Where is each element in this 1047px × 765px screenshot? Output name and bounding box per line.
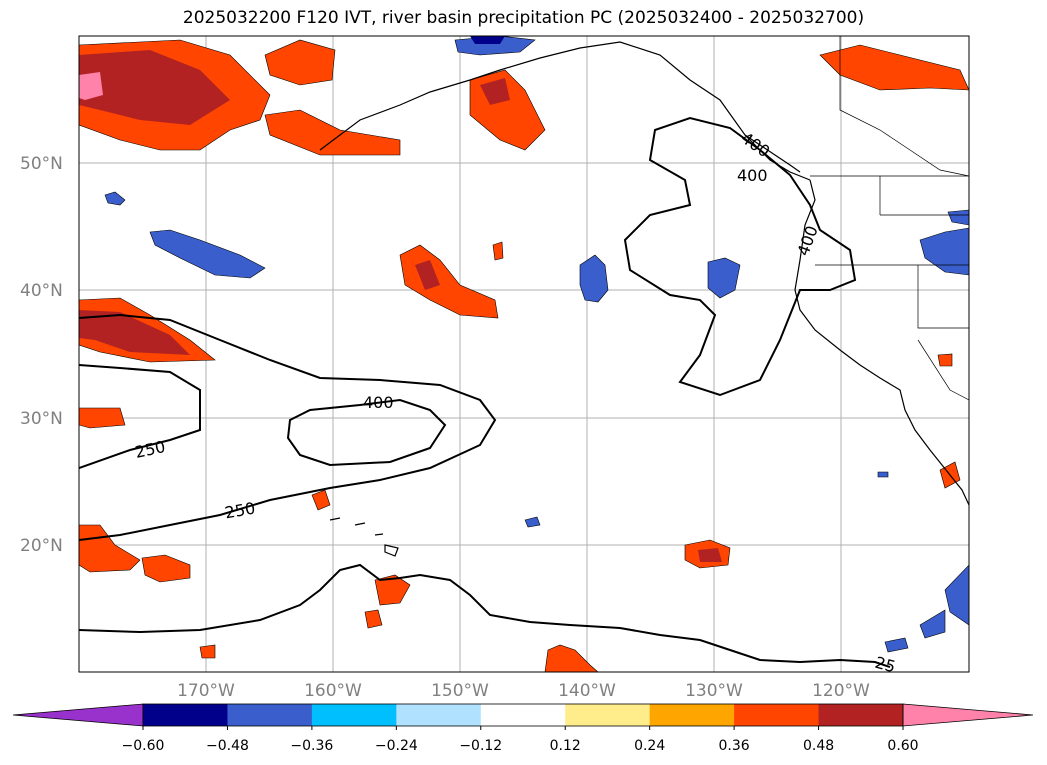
us-west-coast	[794, 179, 969, 506]
precip-blob-small-6	[199, 644, 216, 659]
neg-blob-central-2	[707, 257, 741, 299]
lon-label: 160°W	[304, 681, 362, 701]
colorbar-segment	[311, 704, 397, 726]
precip-blob-small-2	[364, 609, 383, 629]
latitude-labels: 50°N 40°N 30°N 20°N	[20, 154, 63, 556]
lon-label: 120°W	[812, 681, 870, 701]
canada-coast	[744, 134, 801, 173]
colorbar-tick-label: 0.12	[550, 738, 581, 754]
precip-blob-mid-core	[415, 260, 440, 290]
lat-label: 40°N	[20, 281, 63, 301]
lat-label: 50°N	[20, 154, 63, 174]
ivt-label-400-ne-1: 400	[737, 166, 768, 185]
colorbar-extend-min	[12, 703, 144, 727]
neg-blob-small-3	[877, 471, 889, 478]
colorbar-segment	[227, 704, 313, 726]
ivt-400-ne	[623, 116, 857, 397]
neg-blob-west	[149, 229, 266, 279]
precip-blob-south-2-core	[698, 548, 722, 562]
colorbar: −0.60 −0.48 −0.36 −0.24 −0.12 0.12 0.24 0.36 0.4…	[12, 703, 1034, 754]
colorbar-outline	[142, 703, 904, 727]
longitude-labels: 170°W 160°W 150°W 140°W 130°W 120°W	[177, 681, 870, 701]
colorbar-tick-label: −0.12	[459, 738, 502, 754]
ivt-contours	[79, 116, 891, 668]
positive-precip-blobs	[79, 39, 969, 672]
precip-blob-nw-max	[79, 72, 103, 100]
lat-label: 20°N	[20, 536, 63, 556]
neg-blob-north-core	[470, 36, 505, 44]
lon-label: 130°W	[685, 681, 743, 701]
hawaii-islands	[329, 517, 399, 557]
colorbar-tick-label: 0.48	[803, 738, 834, 754]
lat-label: 30°N	[20, 409, 63, 429]
colorbar-tick-label: 0.60	[887, 738, 918, 754]
colorbar-tick-label: 0.36	[719, 738, 750, 754]
colorbar-segment	[480, 704, 566, 726]
precip-blob-nw-core	[79, 50, 230, 125]
negative-precip-blobs	[104, 36, 969, 653]
neg-blob-se	[944, 564, 969, 626]
colorbar-tick-label: 0.24	[634, 738, 665, 754]
precip-blob-north-2	[264, 109, 401, 156]
ivt-250-south	[79, 563, 891, 668]
precip-blob-small-1	[311, 489, 331, 511]
precip-blob-west-3	[79, 524, 141, 573]
colorbar-segment	[734, 704, 820, 726]
neg-blob-east-1	[919, 227, 969, 276]
lon-label: 140°W	[558, 681, 616, 701]
precip-blob-small-5	[937, 353, 953, 367]
ivt-label-25-se: 25	[873, 653, 898, 677]
precip-blob-central-north-core	[480, 78, 510, 105]
precip-blob-west-2	[79, 407, 126, 429]
precip-blob-small-4	[492, 241, 504, 261]
colorbar-tick-label: −0.36	[290, 738, 333, 754]
ivt-250-upper	[79, 313, 497, 541]
colorbar-tick-label: −0.60	[122, 738, 165, 754]
colorbar-segment	[649, 704, 735, 726]
precip-blob-south-3	[544, 644, 599, 672]
colorbar-segment	[818, 704, 904, 726]
precip-blob-ne	[819, 44, 969, 91]
colorbar-tick-label: −0.48	[206, 738, 249, 754]
precip-blob-north-1	[264, 39, 336, 86]
precip-blob-west-1-core	[79, 310, 190, 355]
colorbar-segment	[396, 704, 482, 726]
lon-label: 150°W	[431, 681, 489, 701]
chart-title: 2025032200 F120 IVT, river basin precipi…	[182, 8, 865, 28]
precip-blob-south-1	[374, 574, 411, 606]
colorbar-segment	[565, 704, 651, 726]
lon-label: 170°W	[177, 681, 235, 701]
ivt-250-north	[79, 364, 201, 469]
neg-blob-se-2	[919, 609, 946, 639]
neg-blob-central-1	[579, 254, 609, 303]
neg-blob-east-2	[947, 209, 969, 226]
precip-blob-sw-1	[141, 554, 191, 583]
colorbar-segment	[143, 704, 228, 726]
neg-blob-small-1	[104, 191, 126, 206]
colorbar-extend-max	[902, 703, 1034, 727]
ivt-400-center	[286, 398, 447, 467]
neg-blob-se-3	[884, 637, 909, 653]
borders	[810, 36, 969, 401]
ivt-label-400-center: 400	[363, 393, 394, 412]
map-frame	[78, 35, 970, 673]
neg-blob-small-2	[524, 516, 541, 528]
colorbar-tick-label: −0.24	[375, 738, 418, 754]
